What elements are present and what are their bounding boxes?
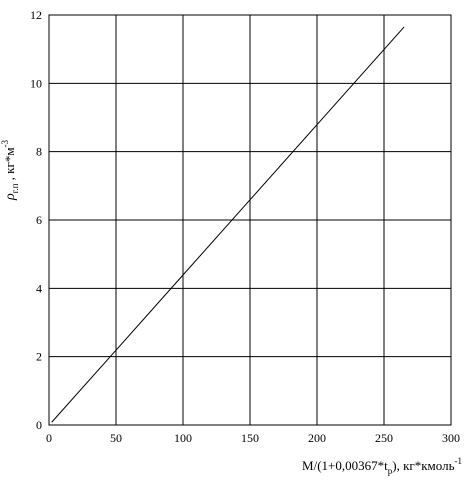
x-tick-label: 100: [174, 431, 192, 445]
y-axis-label-rest: , кг*м: [2, 147, 17, 183]
x-tick-label: 50: [110, 431, 122, 445]
series-line: [51, 26, 405, 423]
y-tick-labels: 0 2 4 6 8 10 12: [30, 8, 42, 432]
y-tick-label: 8: [36, 145, 42, 159]
x-tick-label: 0: [46, 431, 52, 445]
y-tick-label: 4: [36, 281, 42, 295]
y-tick-label: 2: [36, 350, 42, 364]
x-axis-label-main: M/(1+0,00367*t: [302, 458, 388, 473]
x-tick-labels: 0 50 100 150 200 250 300: [46, 431, 460, 445]
x-axis-label-rest: ), кг*кмоль: [392, 458, 454, 473]
y-tick-label: 12: [30, 8, 42, 22]
x-tick-label: 250: [375, 431, 393, 445]
series-layer: [51, 26, 405, 423]
y-axis-label: ρг.п , кг*м-3: [0, 139, 20, 201]
x-tick-label: 300: [442, 431, 460, 445]
y-axis-label-symbol: ρ: [3, 193, 18, 201]
y-axis-label-sup: -3: [0, 139, 10, 147]
y-axis-label-sub: г.п: [10, 183, 20, 193]
x-axis-label-sup: -1: [455, 456, 463, 466]
y-tick-label: 6: [36, 213, 42, 227]
x-tick-label: 200: [308, 431, 326, 445]
y-tick-label: 10: [30, 76, 42, 90]
x-axis-label: M/(1+0,00367*tp), кг*кмоль-1: [302, 456, 462, 476]
x-axis-label-sub: p: [388, 466, 393, 476]
grid: [48, 14, 452, 426]
y-tick-label: 0: [36, 418, 42, 432]
x-tick-label: 150: [241, 431, 259, 445]
plot-frame: [48, 14, 452, 426]
